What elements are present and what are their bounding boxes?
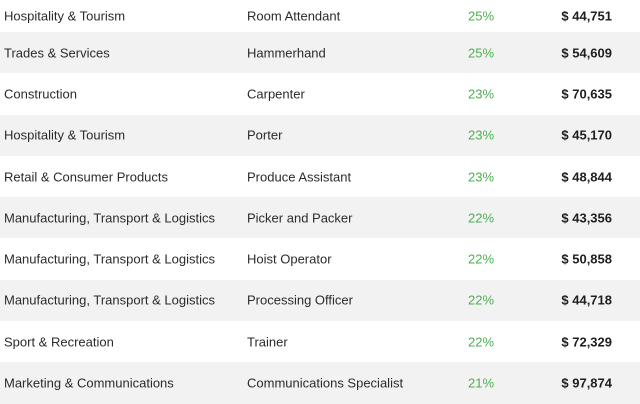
job-title-cell: Hammerhand bbox=[247, 45, 326, 61]
job-title-cell: Communications Specialist bbox=[247, 375, 404, 391]
table-row: Manufacturing, Transport & Logistics Hoi… bbox=[0, 238, 640, 279]
salary-cell: $ 45,170 bbox=[561, 127, 612, 143]
table-row: Hospitality & Tourism Porter 23% $ 45,17… bbox=[0, 114, 640, 156]
growth-cell: 22% bbox=[468, 251, 495, 267]
growth-cell: 25% bbox=[468, 45, 495, 61]
table-row: Trades & Services Hammerhand 25% $ 54,60… bbox=[0, 32, 640, 74]
table-row: Marketing & Communications Communication… bbox=[0, 362, 640, 404]
table-row: Hospitality & Tourism Room Attendant 25%… bbox=[0, 0, 640, 32]
growth-cell: 23% bbox=[468, 86, 495, 102]
job-title-cell: Produce Assistant bbox=[247, 169, 352, 185]
industry-cell: Retail & Consumer Products bbox=[4, 169, 169, 185]
table-row: Construction Carpenter 23% $ 70,635 bbox=[0, 73, 640, 114]
job-title-cell: Processing Officer bbox=[247, 292, 353, 308]
industry-cell: Sport & Recreation bbox=[4, 334, 114, 350]
industry-cell: Manufacturing, Transport & Logistics bbox=[4, 251, 215, 267]
industry-cell: Hospitality & Tourism bbox=[4, 127, 126, 143]
industry-cell: Manufacturing, Transport & Logistics bbox=[4, 210, 215, 226]
industry-cell: Manufacturing, Transport & Logistics bbox=[4, 292, 215, 308]
growth-cell: 22% bbox=[468, 210, 495, 226]
industry-cell: Hospitality & Tourism bbox=[4, 8, 126, 24]
job-title-cell: Room Attendant bbox=[247, 8, 341, 24]
industry-cell: Marketing & Communications bbox=[4, 375, 174, 391]
job-title-cell: Picker and Packer bbox=[247, 210, 353, 226]
growth-cell: 23% bbox=[468, 169, 495, 185]
table-row: Manufacturing, Transport & Logistics Pic… bbox=[0, 197, 640, 239]
salary-cell: $ 43,356 bbox=[561, 210, 612, 226]
job-title-cell: Porter bbox=[247, 127, 283, 143]
salary-cell: $ 72,329 bbox=[561, 334, 612, 350]
salary-cell: $ 48,844 bbox=[561, 169, 612, 185]
industry-cell: Construction bbox=[4, 86, 77, 102]
table-row: Retail & Consumer Products Produce Assis… bbox=[0, 156, 640, 197]
salary-cell: $ 54,609 bbox=[561, 45, 612, 61]
salary-cell: $ 50,858 bbox=[561, 251, 612, 267]
job-title-cell: Hoist Operator bbox=[247, 251, 332, 267]
salary-cell: $ 44,751 bbox=[561, 8, 612, 24]
table-row: Manufacturing, Transport & Logistics Pro… bbox=[0, 279, 640, 322]
job-title-cell: Carpenter bbox=[247, 86, 305, 102]
growth-cell: 22% bbox=[468, 292, 495, 308]
salary-cell: $ 44,718 bbox=[561, 292, 612, 308]
job-title-cell: Trainer bbox=[247, 334, 288, 350]
growth-cell: 25% bbox=[468, 8, 495, 24]
growth-cell: 21% bbox=[468, 375, 495, 391]
industry-cell: Trades & Services bbox=[4, 45, 110, 61]
table-row: Sport & Recreation Trainer 22% $ 72,329 bbox=[0, 321, 640, 362]
growth-cell: 22% bbox=[468, 334, 495, 350]
salary-cell: $ 70,635 bbox=[561, 86, 612, 102]
growth-cell: 23% bbox=[468, 127, 495, 143]
salary-cell: $ 97,874 bbox=[561, 375, 612, 391]
